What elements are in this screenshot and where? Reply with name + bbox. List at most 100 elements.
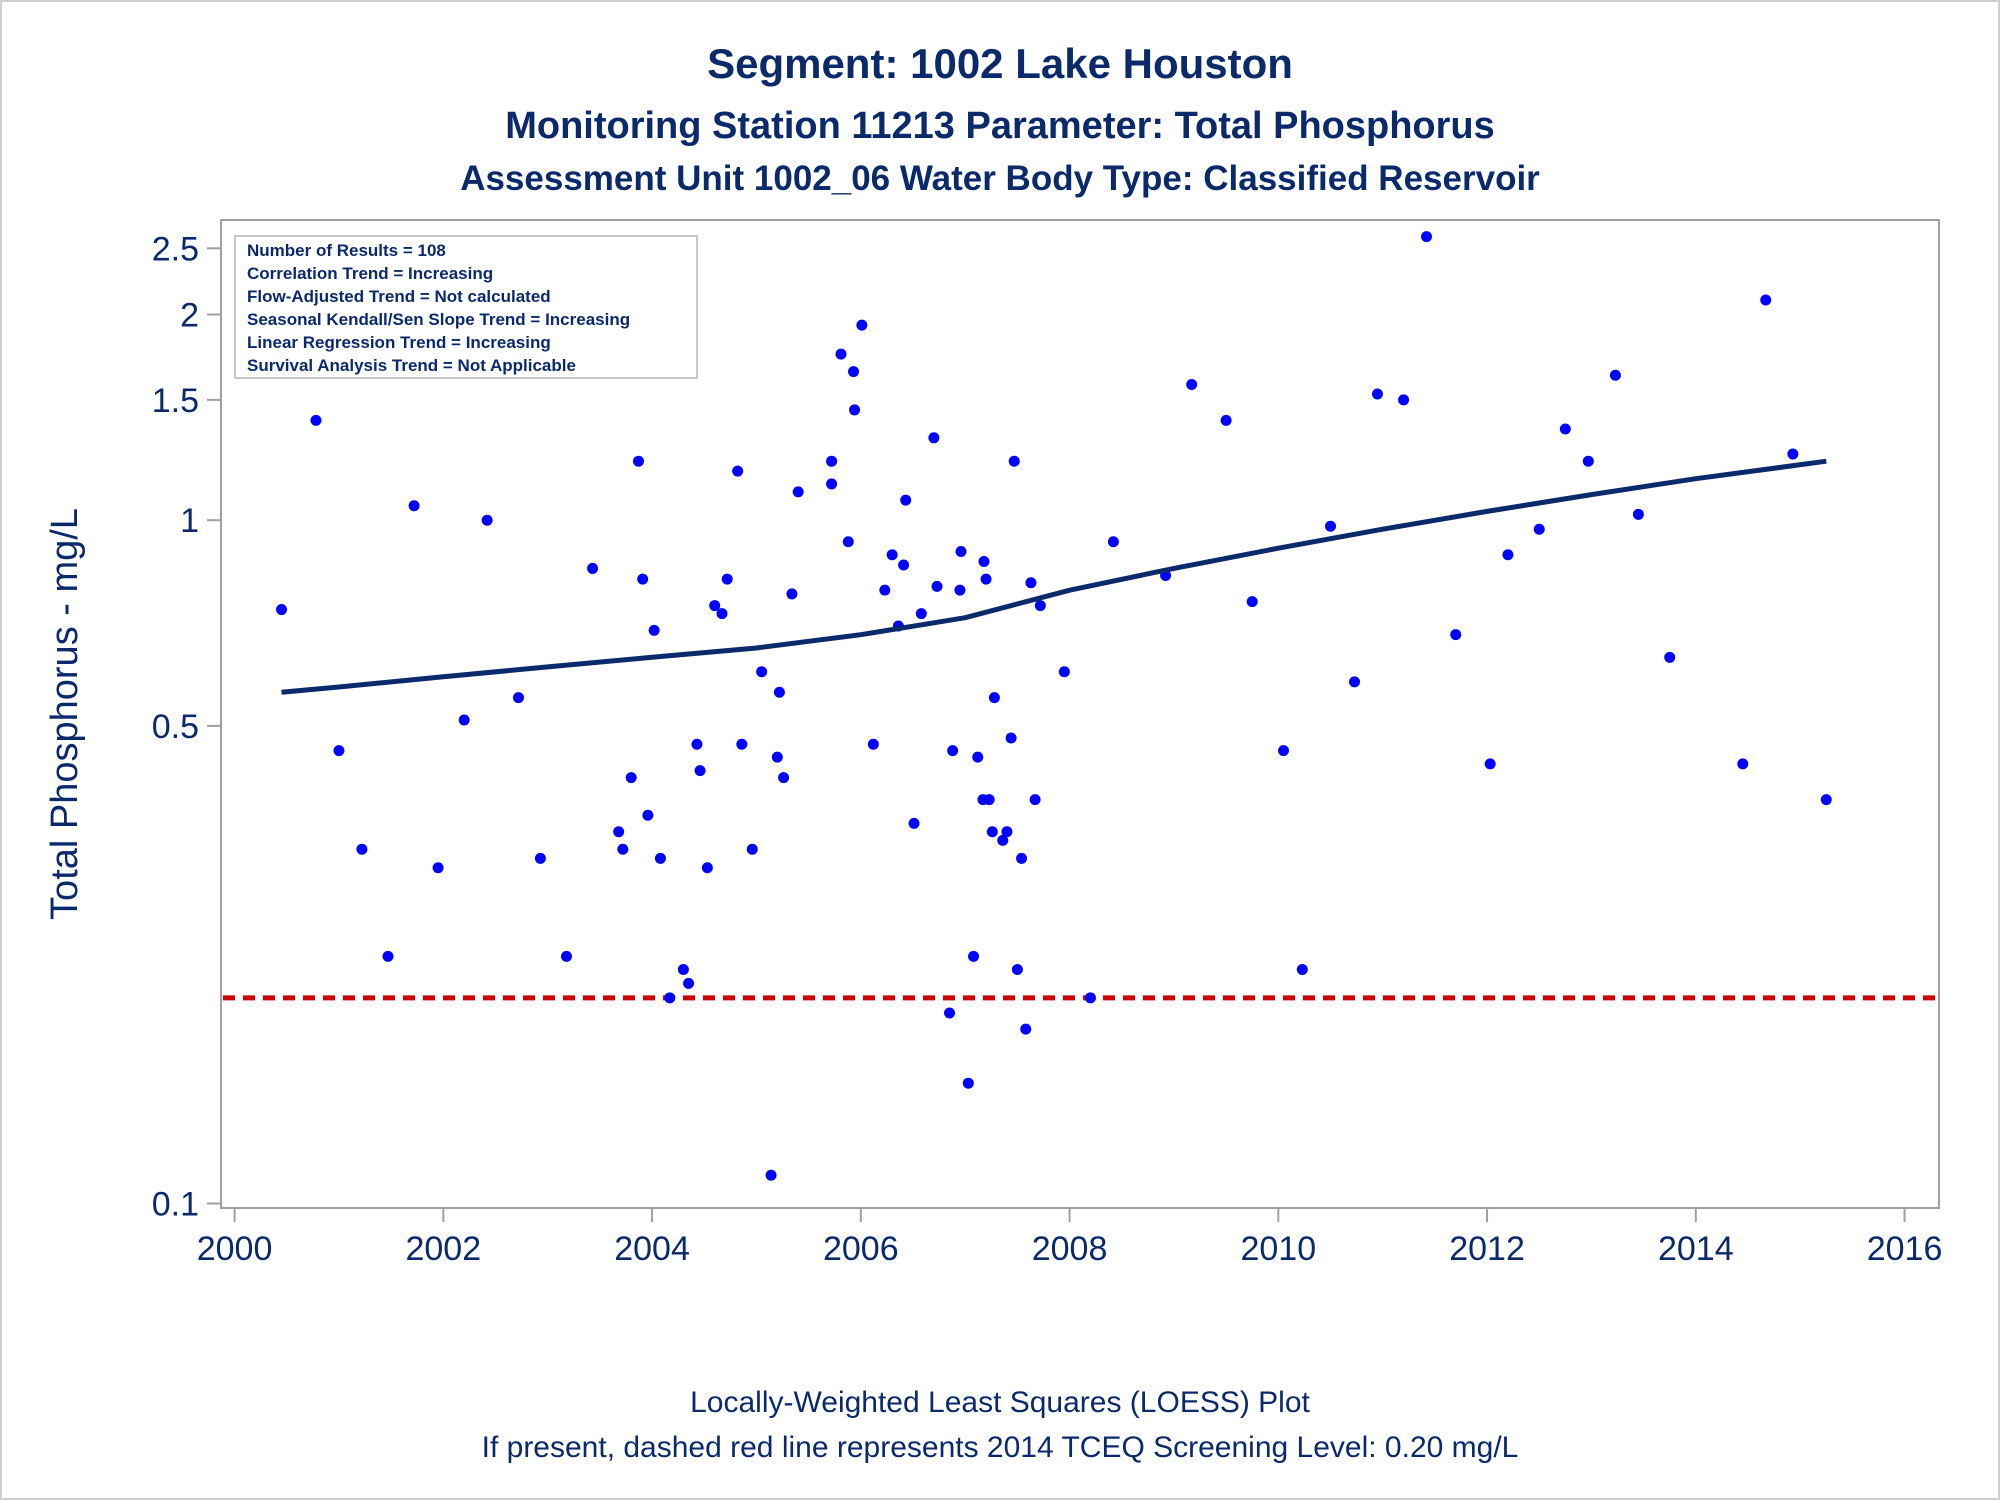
data-point [1001,826,1013,838]
data-point [356,843,368,855]
data-point [968,950,980,962]
data-point [1029,794,1041,806]
data-point [778,772,790,784]
data-point [732,465,744,477]
data-point [1186,378,1198,390]
data-point [997,834,1009,846]
data-point [867,738,879,750]
y-tick-label: 1.5 [152,382,199,420]
x-tick-label: 2008 [1032,1230,1108,1268]
loess-line [281,458,1827,695]
data-point [1582,455,1594,467]
stats-box-frame [234,235,698,379]
data-points [276,231,1832,1181]
data-point [648,624,660,636]
data-point [382,950,394,962]
data-point [908,817,920,829]
data-point [879,584,891,596]
x-tick-label: 2002 [405,1230,481,1268]
data-point [980,573,992,585]
data-point [1450,629,1462,641]
data-point [915,608,927,620]
data-point [637,573,649,585]
data-point [955,545,967,557]
data-point [617,843,629,855]
stats-line: Linear Regression Trend = Increasing [247,333,551,352]
data-point [1371,388,1383,400]
y-tick-label: 0.1 [152,1186,199,1224]
data-point [1559,423,1571,435]
chart-subtitle-2: Assessment Unit 1002_06 Water Body Type:… [460,159,1540,198]
data-point [786,588,798,600]
data-point [1008,455,1020,467]
data-point [792,486,804,498]
data-point [826,455,838,467]
data-point [842,536,854,548]
axis-ticks: 0.1 0.5 1 1.5 2 2.5 2000 2002 2004 2006 2008 2010 20… [152,230,1943,1268]
stats-line: Number of Results = 108 [247,241,446,260]
data-point [756,666,768,678]
data-point [898,559,910,571]
data-point [826,478,838,490]
data-point [560,950,572,962]
data-point [1220,414,1232,426]
x-tick-label: 2012 [1449,1230,1525,1268]
data-point [736,738,748,750]
data-point [587,562,599,574]
data-point [512,692,524,704]
data-point [962,1077,974,1089]
data-point [1609,369,1621,381]
data-point [746,843,758,855]
stats-box: Number of Results = 108 Correlation Tren… [234,235,698,379]
stats-line: Correlation Trend = Increasing [247,264,493,283]
y-tick-label: 1 [180,502,199,540]
data-point [1278,745,1290,757]
data-point [1760,294,1772,306]
data-point [972,751,984,763]
data-point [1421,231,1433,243]
data-point [683,977,695,989]
data-point [773,686,785,698]
data-point [928,432,940,444]
data-point [954,584,966,596]
data-point [1011,964,1023,976]
data-point [716,608,728,620]
data-point [654,852,666,864]
data-point [677,964,689,976]
data-point [701,862,713,874]
y-tick-label: 2 [180,297,199,335]
stats-line: Seasonal Kendall/Sen Slope Trend = Incre… [247,310,630,329]
plot-area [220,219,1940,1209]
data-point [613,826,625,838]
data-point [983,794,995,806]
footnote-2: If present, dashed red line represents 2… [482,1431,1519,1464]
data-point [849,404,861,416]
data-point [1349,676,1361,688]
x-tick-label: 2006 [823,1230,899,1268]
data-point [947,745,959,757]
data-point [1502,549,1514,561]
data-point [1533,523,1545,535]
data-point [694,765,706,777]
data-point [978,556,990,568]
data-point [835,348,847,360]
data-point [709,600,721,612]
data-point [642,809,654,821]
data-point [333,745,345,757]
data-point [1020,1023,1032,1035]
data-point [1025,577,1037,589]
data-point [1084,992,1096,1004]
y-tick-label: 2.5 [152,230,199,268]
data-point [310,414,322,426]
loess-layer [281,458,1827,695]
data-point [856,319,868,331]
x-tick-label: 2004 [614,1230,690,1268]
data-point [1632,508,1644,520]
data-point [988,692,1000,704]
data-point [848,366,860,378]
data-point [691,738,703,750]
data-point [1058,666,1070,678]
stats-line: Flow-Adjusted Trend = Not calculated [247,287,551,306]
chart-subtitle: Monitoring Station 11213 Parameter: Tota… [505,105,1495,147]
